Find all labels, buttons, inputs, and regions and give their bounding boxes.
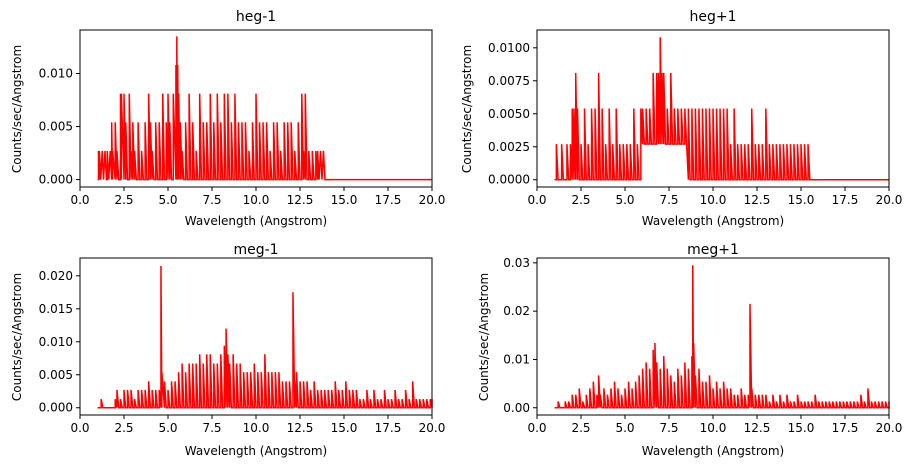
y-tick-label: 0.0075 (488, 74, 530, 88)
subplot-heg-plus-1: heg+1 0.0 2.5 5.0 7.5 10.0 12.5 15.0 17.5 20.0 0… (460, 9, 902, 228)
x-tick-label: 12.5 (744, 421, 771, 435)
x-axis-ticks: 0.0 2.5 5.0 7.5 10.0 12.5 15.0 17.5 20.0 (70, 415, 445, 435)
x-tick-label: 2.5 (114, 421, 133, 435)
x-tick-label: 17.5 (832, 193, 859, 207)
x-tick-label: 0.0 (527, 421, 546, 435)
subplot-title: meg+1 (687, 242, 739, 258)
plot-area (554, 37, 889, 181)
axes-frame (536, 257, 890, 416)
x-tick-label: 7.5 (659, 421, 678, 435)
x-tick-label: 12.5 (287, 193, 314, 207)
subplot-title: heg+1 (689, 9, 736, 25)
y-axis-ticks: 0.000 0.005 0.010 0.015 0.020 (39, 269, 80, 415)
y-axis-label: Counts/sec/Angstrom (477, 273, 491, 401)
x-tick-label: 12.5 (287, 421, 314, 435)
y-tick-label: 0.015 (39, 302, 73, 316)
x-axis-ticks: 0.0 2.5 5.0 7.5 10.0 12.5 15.0 17.5 20.0 (527, 415, 902, 435)
y-tick-label: 0.0025 (488, 140, 530, 154)
y-tick-label: 0.02 (503, 304, 530, 318)
axes-frame (79, 29, 433, 188)
x-tick-label: 10.0 (700, 193, 727, 207)
x-tick-label: 0.0 (527, 193, 546, 207)
y-tick-label: 0.000 (39, 173, 73, 187)
y-axis-ticks: 0.000 0.005 0.010 (39, 66, 80, 187)
x-axis-label: Wavelength (Angstrom) (642, 444, 784, 458)
x-tick-label: 2.5 (114, 193, 133, 207)
x-tick-label: 10.0 (243, 421, 270, 435)
y-axis-label: Counts/sec/Angstrom (10, 45, 24, 173)
y-tick-label: 0.00 (503, 401, 530, 415)
x-tick-label: 10.0 (243, 193, 270, 207)
x-tick-label: 20.0 (876, 193, 903, 207)
spectrum-line (554, 265, 890, 409)
x-tick-label: 7.5 (659, 193, 678, 207)
y-tick-label: 0.005 (39, 120, 73, 134)
x-axis-label: Wavelength (Angstrom) (185, 444, 327, 458)
subplot-title: heg-1 (236, 9, 276, 25)
y-axis-label: Counts/sec/Angstrom (460, 45, 474, 173)
spectrum-line (97, 36, 432, 181)
x-tick-label: 12.5 (744, 193, 771, 207)
x-tick-label: 5.0 (615, 421, 634, 435)
x-tick-label: 7.5 (202, 193, 221, 207)
y-axis-ticks: 0.0000 0.0025 0.0050 0.0075 0.0100 (488, 41, 537, 187)
x-tick-label: 5.0 (615, 193, 634, 207)
x-axis-label: Wavelength (Angstrom) (642, 214, 784, 228)
x-tick-label: 7.5 (202, 421, 221, 435)
y-axis-ticks: 0.00 0.01 0.02 0.03 (503, 256, 537, 415)
spectrum-line (97, 265, 433, 409)
x-tick-label: 17.5 (832, 421, 859, 435)
axes-frame (536, 29, 890, 188)
subplot-heg-minus-1: heg-1 0.0 2.5 5.0 7.5 10.0 12.5 15.0 17.5 20.0 0… (10, 9, 445, 228)
y-axis-label: Counts/sec/Angstrom (10, 273, 24, 401)
plot-area (554, 265, 890, 409)
x-tick-label: 15.0 (331, 421, 358, 435)
x-tick-label: 2.5 (571, 421, 590, 435)
y-tick-label: 0.010 (39, 335, 73, 349)
subplot-title: meg-1 (233, 242, 278, 258)
x-tick-label: 15.0 (331, 193, 358, 207)
y-tick-label: 0.020 (39, 269, 73, 283)
y-tick-label: 0.03 (503, 256, 530, 270)
x-tick-label: 15.0 (788, 193, 815, 207)
x-tick-label: 5.0 (158, 193, 177, 207)
y-tick-label: 0.000 (39, 401, 73, 415)
x-tick-label: 5.0 (158, 421, 177, 435)
x-tick-label: 17.5 (375, 421, 402, 435)
x-tick-label: 2.5 (571, 193, 590, 207)
y-tick-label: 0.0050 (488, 107, 530, 121)
plot-area (97, 36, 432, 181)
x-tick-label: 0.0 (70, 421, 89, 435)
axes-frame (79, 257, 433, 416)
x-tick-label: 10.0 (700, 421, 727, 435)
subplot-meg-plus-1: meg+1 0.0 2.5 5.0 7.5 10.0 12.5 15.0 17.5 20.0 0… (477, 242, 902, 458)
y-tick-label: 0.0000 (488, 173, 530, 187)
y-tick-label: 0.01 (503, 352, 530, 366)
x-tick-label: 20.0 (419, 193, 446, 207)
x-tick-label: 15.0 (788, 421, 815, 435)
y-tick-label: 0.005 (39, 368, 73, 382)
x-tick-label: 20.0 (419, 421, 446, 435)
x-axis-label: Wavelength (Angstrom) (185, 214, 327, 228)
y-tick-label: 0.010 (39, 66, 73, 80)
x-axis-ticks: 0.0 2.5 5.0 7.5 10.0 12.5 15.0 17.5 20.0 (527, 187, 902, 207)
subplot-meg-minus-1: meg-1 0.0 2.5 5.0 7.5 10.0 12.5 15.0 17.5 20.0 0… (10, 242, 445, 458)
x-tick-label: 20.0 (876, 421, 903, 435)
x-axis-ticks: 0.0 2.5 5.0 7.5 10.0 12.5 15.0 17.5 20.0 (70, 187, 445, 207)
y-tick-label: 0.0100 (488, 41, 530, 55)
plot-area (97, 265, 433, 409)
x-tick-label: 0.0 (70, 193, 89, 207)
spectrum-line (554, 37, 889, 181)
x-tick-label: 17.5 (375, 193, 402, 207)
